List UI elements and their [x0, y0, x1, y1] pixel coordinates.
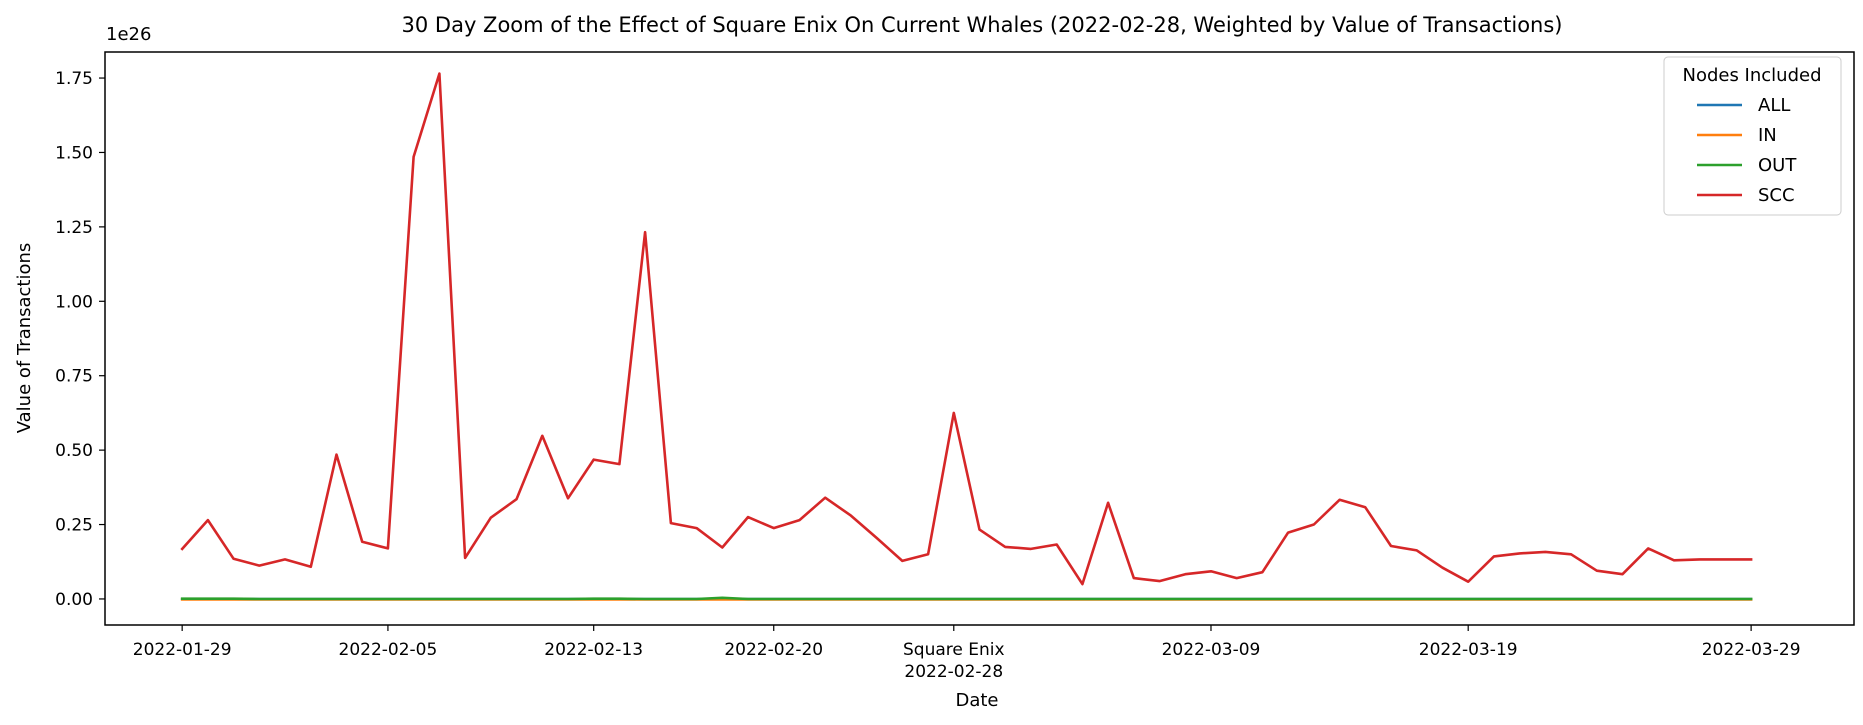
- x-tick-label: 2022-02-13: [544, 640, 643, 660]
- y-tick-label: 0.50: [55, 441, 93, 461]
- x-tick-label: 2022-02-20: [724, 640, 823, 660]
- x-tick-label: 2022-03-19: [1419, 640, 1518, 660]
- legend-label-all: ALL: [1758, 95, 1790, 116]
- y-tick-label: 0.25: [55, 516, 93, 536]
- series-layer: [180, 72, 1753, 601]
- y-tick-label: 0.00: [55, 590, 93, 610]
- y-axis: 0.00 0.25 0.50 0.75 1.00 1.25 1.50 1.75: [55, 69, 105, 610]
- x-axis-label: Date: [955, 690, 998, 711]
- y-tick-label: 1.75: [55, 69, 93, 89]
- y-offset-label: 1e26: [106, 24, 151, 45]
- legend-label-out: OUT: [1758, 155, 1797, 176]
- x-tick-label: 2022-01-29: [133, 640, 232, 660]
- legend-title: Nodes Included: [1682, 65, 1821, 86]
- plot-frame: [104, 51, 1855, 626]
- x-tick-annotation: Square Enix: [903, 640, 1005, 660]
- series-line-out: [180, 596, 1753, 601]
- y-axis-label: Value of Transactions: [14, 243, 35, 434]
- y-tick-label: 1.50: [55, 143, 93, 163]
- legend: Nodes Included ALL IN OUT SCC: [1663, 56, 1842, 216]
- legend-label-scc: SCC: [1758, 185, 1795, 206]
- y-tick-label: 1.25: [55, 218, 93, 238]
- x-tick-label: 2022-02-05: [339, 640, 438, 660]
- y-tick-label: 1.00: [55, 292, 93, 312]
- legend-box: [1663, 56, 1842, 216]
- x-tick-label: 2022-03-09: [1162, 640, 1261, 660]
- x-tick-label: 2022-03-29: [1702, 640, 1801, 660]
- legend-entries: ALL IN OUT SCC: [1697, 95, 1797, 206]
- plot-area: 0.00 0.25 0.50 0.75 1.00 1.25 1.50 1.75 2022-01…: [55, 51, 1855, 682]
- chart-title: 30 Day Zoom of the Effect of Square Enix…: [402, 13, 1563, 37]
- y-tick-label: 0.75: [55, 367, 93, 387]
- legend-label-in: IN: [1758, 125, 1777, 146]
- x-tick-label: 2022-02-28: [904, 662, 1003, 682]
- x-axis: 2022-01-29 2022-02-05 2022-02-13 2022-02-20…: [133, 625, 1801, 682]
- series-line-scc: [180, 72, 1753, 586]
